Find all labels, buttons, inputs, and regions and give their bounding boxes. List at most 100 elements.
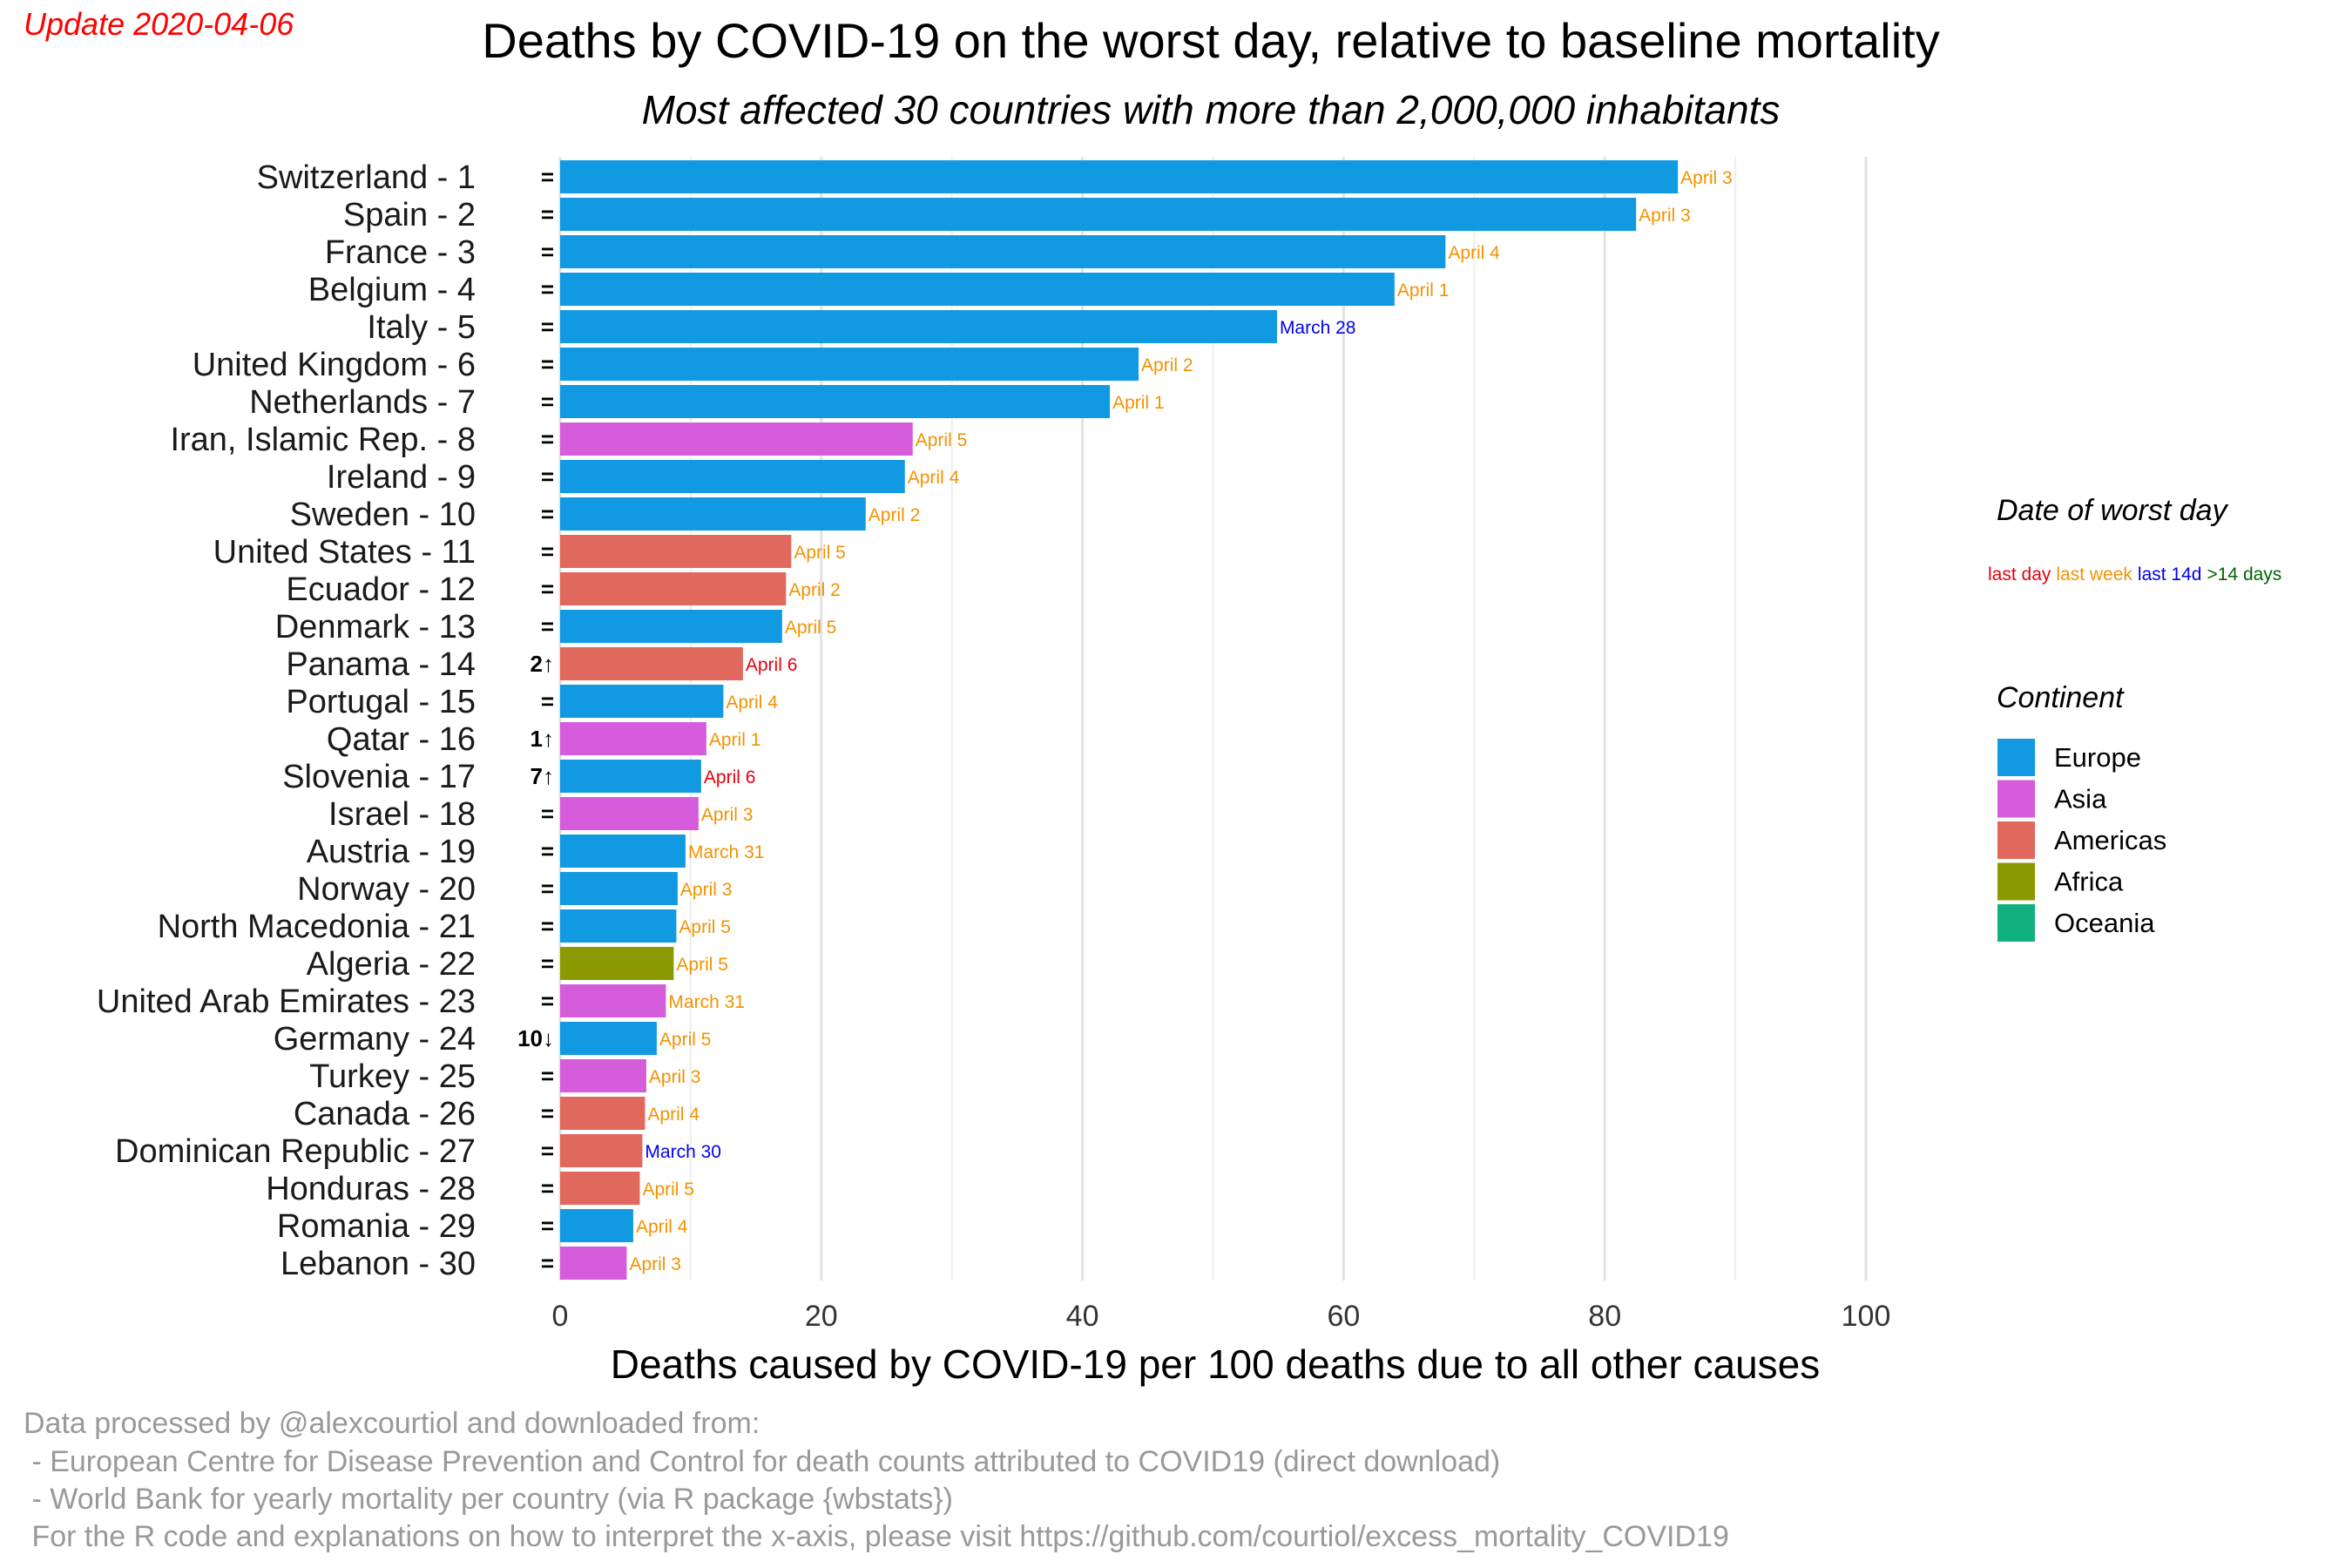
rank-change: =: [541, 875, 554, 902]
rank-change: =: [541, 1213, 554, 1239]
country-label: Switzerland - 1: [257, 159, 476, 196]
rank-change: =: [541, 1063, 554, 1089]
legend-swatch: [1997, 904, 2035, 942]
rank-change: =: [541, 164, 554, 190]
worst-day-label: April 4: [908, 468, 960, 488]
legend-date-item: last day: [1988, 564, 2051, 585]
bar: [560, 1097, 645, 1130]
worst-day-labels: April 3 April 3 April 4 April 1 March 28 Apri…: [629, 168, 1732, 1274]
worst-day-label: April 3: [680, 880, 733, 900]
worst-day-label: April 3: [1639, 206, 1691, 226]
x-tick-label: 60: [1327, 1300, 1360, 1333]
worst-day-label: April 6: [704, 767, 756, 787]
x-tick-label: 20: [805, 1300, 838, 1333]
worst-day-label: April 5: [916, 430, 968, 450]
worst-day-label: April 2: [788, 580, 841, 600]
worst-day-label: April 5: [679, 917, 731, 937]
bar: [560, 909, 677, 943]
legend-date-item: >14 days: [2207, 564, 2281, 585]
bar: [560, 198, 1637, 231]
country-label: Panama - 14: [286, 646, 476, 683]
country-label: Portugal - 15: [286, 684, 476, 720]
rank-change: =: [541, 239, 554, 265]
bar: [560, 797, 699, 830]
legend-continent-title: Continent: [1997, 681, 2125, 714]
grid-lines: [558, 157, 1868, 1281]
rank-change: =: [541, 1138, 554, 1164]
bar: [560, 1059, 646, 1092]
bar: [560, 984, 666, 1017]
x-tick-label: 0: [552, 1300, 569, 1333]
country-label: Sweden - 10: [290, 497, 476, 533]
bar: [560, 235, 1446, 268]
x-axis-label: Deaths caused by COVID-19 per 100 deaths…: [611, 1342, 1821, 1387]
rank-change: =: [541, 613, 554, 639]
country-label: Spain - 2: [343, 197, 476, 233]
country-label: Italy - 5: [367, 309, 476, 346]
country-label: Denmark - 13: [275, 609, 476, 645]
worst-day-label: April 1: [1397, 280, 1450, 301]
legend-date-items: last day last week last 14d >14 days: [1988, 564, 2281, 585]
country-label: Belgium - 4: [308, 272, 476, 308]
country-label: France - 3: [325, 234, 476, 271]
worst-day-label: March 30: [645, 1142, 721, 1162]
legend-date-title: Date of worst day: [1997, 494, 2229, 527]
bar: [560, 872, 678, 905]
caption-line: Data processed by @alexcourtiol and down…: [24, 1407, 760, 1440]
bar: [560, 610, 782, 643]
country-label: Austria - 19: [307, 834, 476, 870]
country-label: United States - 11: [213, 534, 476, 571]
country-label: Norway - 20: [297, 871, 476, 908]
bar: [560, 348, 1139, 381]
worst-day-label: April 4: [726, 693, 778, 713]
bars: [560, 160, 1679, 1280]
country-label: Qatar - 16: [327, 721, 476, 758]
bar: [560, 572, 787, 605]
worst-day-label: April 6: [746, 655, 798, 675]
x-tick-label: 80: [1588, 1300, 1621, 1333]
worst-day-label: April 1: [709, 730, 761, 750]
bar: [560, 1172, 640, 1205]
worst-day-label: April 3: [629, 1254, 681, 1274]
country-label: Algeria - 22: [307, 946, 476, 983]
worst-day-label: April 3: [1680, 168, 1733, 188]
bar: [560, 722, 706, 755]
caption-line: For the R code and explanations on how t…: [24, 1520, 1729, 1553]
country-label: Honduras - 28: [266, 1171, 476, 1207]
rank-change: =: [541, 501, 554, 527]
country-label: Canada - 26: [294, 1096, 476, 1132]
worst-day-label: March 31: [668, 992, 745, 1012]
caption-line: - European Centre for Disease Prevention…: [24, 1445, 1500, 1478]
country-label: Slovenia - 17: [282, 759, 476, 795]
legend-swatch: [1997, 821, 2035, 859]
caption-line: - World Bank for yearly mortality per co…: [24, 1483, 953, 1516]
rank-change: 2↑: [531, 651, 554, 677]
legend-label: Americas: [2054, 825, 2166, 855]
worst-day-label: April 3: [649, 1067, 701, 1087]
rank-change: =: [541, 576, 554, 602]
worst-day-label: April 3: [701, 805, 754, 825]
legend-swatch: [1997, 780, 2035, 818]
worst-day-label: April 5: [676, 955, 728, 975]
country-label: Iran, Islamic Rep. - 8: [170, 422, 476, 458]
bar: [560, 535, 792, 568]
x-tick-label: 40: [1066, 1300, 1099, 1333]
country-label: Ireland - 9: [327, 459, 476, 496]
country-label: Romania - 29: [277, 1208, 476, 1245]
legend-date-item: last 14d: [2138, 564, 2202, 585]
rank-change: =: [541, 1100, 554, 1126]
worst-day-label: April 5: [659, 1030, 712, 1050]
rank-change: =: [541, 988, 554, 1014]
rank-change: =: [541, 688, 554, 714]
worst-day-label: April 4: [1448, 243, 1500, 263]
rank-change: 7↑: [531, 763, 554, 789]
bar: [560, 647, 743, 680]
legend-label: Europe: [2054, 742, 2141, 773]
rank-change: =: [541, 426, 554, 452]
bar: [560, 310, 1277, 343]
country-label: United Kingdom - 6: [193, 347, 476, 383]
worst-day-label: April 5: [785, 618, 837, 638]
rank-change: =: [541, 950, 554, 977]
country-label: Ecuador - 12: [286, 571, 476, 608]
rank-change: =: [541, 913, 554, 939]
